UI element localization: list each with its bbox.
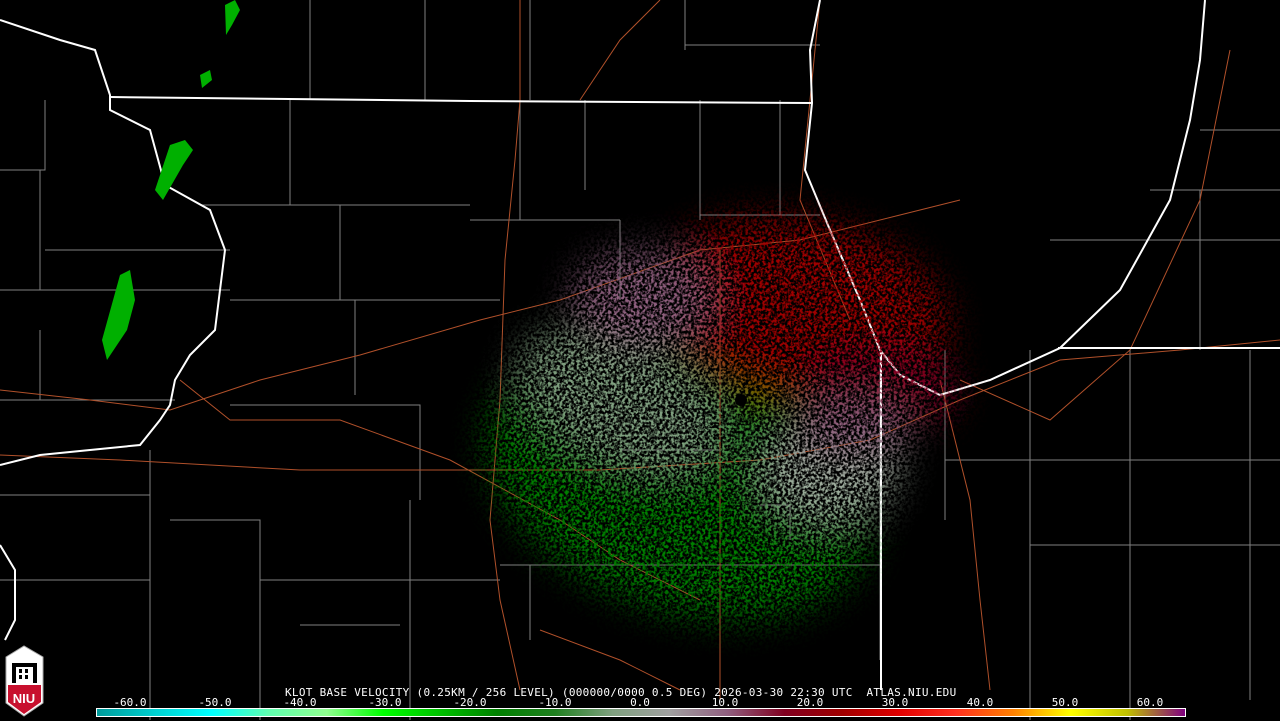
colorbar-tick-label: 20.0	[796, 696, 824, 709]
colorbar-tick-label: -20.0	[453, 696, 487, 709]
colorbar-tick-label: 40.0	[966, 696, 994, 709]
niu-logo: NIU	[3, 645, 46, 717]
distant-echo	[102, 0, 240, 360]
colorbar-tick-label: 60.0	[1136, 696, 1164, 709]
colorbar-tick-label: -30.0	[368, 696, 402, 709]
colorbar-tick-label: 10.0	[711, 696, 739, 709]
colorbar-tick-label: -40.0	[283, 696, 317, 709]
svg-text:NIU: NIU	[13, 691, 35, 706]
colorbar-tick-label: 30.0	[881, 696, 909, 709]
radar-echo	[486, 217, 960, 621]
product-title: KLOT BASE VELOCITY (0.25KM / 256 LEVEL) …	[285, 686, 957, 699]
colorbar-ticks: -60.0 -50.0 -40.0 -30.0 -20.0 -10.0 0.0 10.0 20.…	[0, 697, 1280, 709]
colorbar-tick-label: 50.0	[1051, 696, 1079, 709]
colorbar-tick-label: -60.0	[113, 696, 147, 709]
colorbar-tick-label: -50.0	[198, 696, 232, 709]
colorbar-tick-label: 0.0	[630, 696, 650, 709]
colorbar-tick-label: -10.0	[538, 696, 572, 709]
velocity-colorbar	[96, 708, 1186, 717]
